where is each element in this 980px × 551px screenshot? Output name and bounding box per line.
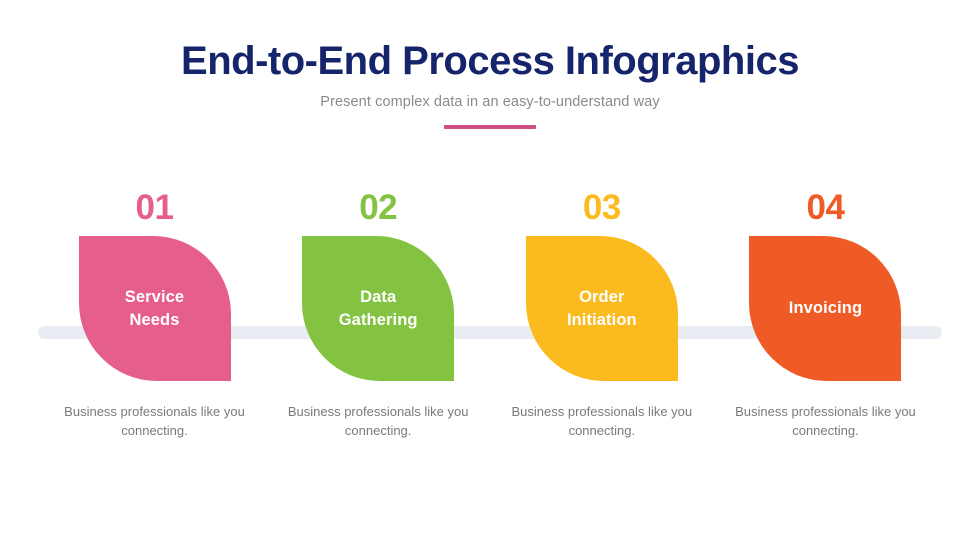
process-step-1[interactable]: 01 Service Needs Business professionals …: [52, 190, 257, 441]
step-label-1-line1: Service: [124, 288, 185, 307]
step-number-3: 03: [582, 188, 621, 227]
step-label-4: Invoicing: [781, 297, 870, 319]
step-label-1-line2: Needs: [129, 310, 180, 329]
step-shape-4[interactable]: Invoicing: [749, 236, 902, 381]
step-description-2: Business professionals like you connecti…: [287, 404, 469, 438]
step-number-1: 01: [135, 188, 174, 227]
header: End-to-End Process Infographics Present …: [0, 40, 980, 129]
step-number-2: 02: [359, 188, 398, 227]
step-label-1: Service Needs: [117, 286, 192, 331]
step-label-2: Data Gathering: [331, 286, 426, 331]
process-step-3[interactable]: 03 Order Initiation Business professiona…: [499, 190, 704, 441]
step-description-1: Business professionals like you connecti…: [64, 404, 245, 438]
title-underline-accent: [444, 125, 536, 129]
page-subtitle: Present complex data in an easy-to-under…: [320, 94, 660, 110]
step-label-4-line1: Invoicing: [788, 299, 863, 318]
page-title: End-to-End Process Infographics: [181, 39, 799, 83]
step-label-3-line2: Initiation: [566, 310, 637, 329]
process-step-4[interactable]: 04 Invoicing Business professionals like…: [723, 190, 928, 441]
step-shape-1[interactable]: Service Needs: [78, 236, 231, 381]
process-steps: 01 Service Needs Business professionals …: [0, 190, 980, 441]
step-description-3: Business professionals like you connecti…: [511, 404, 693, 438]
step-label-3-line1: Order: [579, 288, 625, 307]
step-label-2-line1: Data: [360, 288, 397, 307]
process-step-2[interactable]: 02 Data Gathering Business professionals…: [276, 190, 481, 441]
step-shape-2[interactable]: Data Gathering: [302, 236, 455, 381]
step-description-4: Business professionals like you connecti…: [735, 404, 916, 438]
step-label-2-line2: Gathering: [338, 310, 418, 329]
process-connector-rail: [38, 326, 942, 339]
step-shape-3[interactable]: Order Initiation: [525, 236, 678, 381]
step-label-3: Order Initiation: [559, 286, 645, 331]
step-number-4: 04: [806, 188, 845, 227]
